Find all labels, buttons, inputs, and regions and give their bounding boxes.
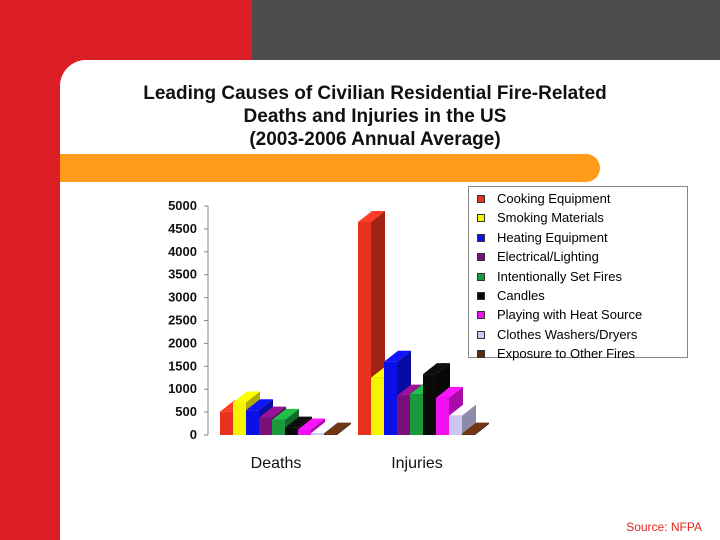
bar (371, 377, 384, 435)
legend-swatch (477, 253, 485, 262)
bar-top-face (397, 384, 424, 396)
y-tick-label: 0 (190, 427, 197, 442)
bar-top-face (233, 391, 260, 403)
title-line-3: (2003-2006 Annual Average) (249, 129, 501, 150)
bar (311, 433, 324, 435)
bar (285, 427, 298, 435)
bar-top-face (384, 350, 411, 362)
legend-label: Electrical/Lighting (497, 249, 599, 265)
legend-label: Intentionally Set Fires (497, 268, 623, 284)
legend-swatch (477, 311, 485, 320)
bar-top-face (462, 422, 489, 434)
legend-swatch (477, 291, 485, 300)
bar-top-face (285, 416, 312, 428)
legend-item: Heating Equipment (477, 228, 687, 247)
bar-top-face (298, 418, 325, 430)
bar-top-face (449, 404, 476, 416)
bar (462, 433, 475, 435)
y-tick-label: 4500 (168, 221, 197, 236)
bar (220, 411, 233, 435)
legend-item: Cooking Equipment (477, 189, 687, 208)
y-tick-label: 1000 (168, 381, 197, 396)
bar (259, 417, 272, 435)
legend-item: Electrical/Lighting (477, 247, 687, 266)
bar (272, 419, 285, 435)
y-tick-label: 4000 (168, 244, 197, 259)
bar (384, 361, 397, 435)
y-tick-label: 3500 (168, 267, 197, 282)
legend-item: Clothes Washers/Dryers (477, 325, 687, 344)
legend-label: Candles (497, 287, 545, 303)
legend-label: Cooking Equipment (497, 191, 611, 206)
bar (324, 433, 337, 435)
legend-item: Exposure to Other Fires (477, 344, 687, 363)
bar (358, 222, 371, 435)
bar (298, 429, 311, 435)
bar-top-face (259, 406, 286, 418)
y-tick-label: 1500 (168, 358, 197, 373)
bar-top-face (358, 211, 385, 223)
title-line-1: Leading Causes of Civilian Residential F… (143, 83, 607, 104)
y-tick-label: 5000 (168, 198, 197, 213)
bar-top-face (311, 422, 338, 434)
legend-item: Smoking Materials (477, 208, 687, 227)
bar (423, 374, 436, 435)
legend-swatch (477, 330, 485, 339)
legend-label: Smoking Materials (497, 210, 604, 226)
bar-top-face (436, 386, 463, 398)
slide-title: Leading Causes of Civilian Residential F… (60, 82, 690, 151)
chart-legend: Cooking Equipment Smoking Materials Heat… (468, 186, 688, 361)
bar-top-face (272, 408, 299, 420)
bar-top-face (423, 363, 450, 375)
legend-item: Candles (477, 286, 687, 305)
legend-item: Intentionally Set Fires (477, 267, 687, 286)
legend-swatch (477, 350, 485, 359)
bar-side-face (462, 404, 476, 435)
legend-swatch (477, 272, 485, 281)
bar (410, 394, 423, 435)
y-tick-label: 2000 (168, 335, 197, 350)
legend-label: Playing with Heat Source (497, 307, 643, 323)
bar (436, 397, 449, 435)
bar (449, 415, 462, 435)
x-category-label: Deaths (251, 455, 302, 472)
bar (397, 395, 410, 435)
orange-accent-bar (60, 154, 600, 182)
y-tick-label: 500 (175, 404, 197, 419)
source-note: Source: NFPA (626, 520, 702, 534)
y-tick-label: 3000 (168, 290, 197, 305)
legend-swatch (477, 233, 485, 242)
x-category-label: Injuries (391, 455, 443, 472)
legend-swatch (477, 195, 485, 203)
legend-label: Exposure to Other Fires (497, 346, 635, 362)
bar (246, 410, 259, 435)
bar-top-face (246, 399, 273, 411)
bar (233, 402, 246, 435)
title-line-2: Deaths and Injuries in the US (243, 106, 507, 127)
legend-label: Heating Equipment (497, 229, 608, 245)
bar-side-face (475, 422, 489, 435)
legend-item: Playing with Heat Source (477, 305, 687, 324)
legend-swatch (477, 214, 485, 223)
y-tick-label: 2500 (168, 313, 197, 328)
bar-top-face (324, 422, 351, 434)
legend-label: Clothes Washers/Dryers (497, 326, 638, 342)
bar-side-face (337, 422, 351, 435)
